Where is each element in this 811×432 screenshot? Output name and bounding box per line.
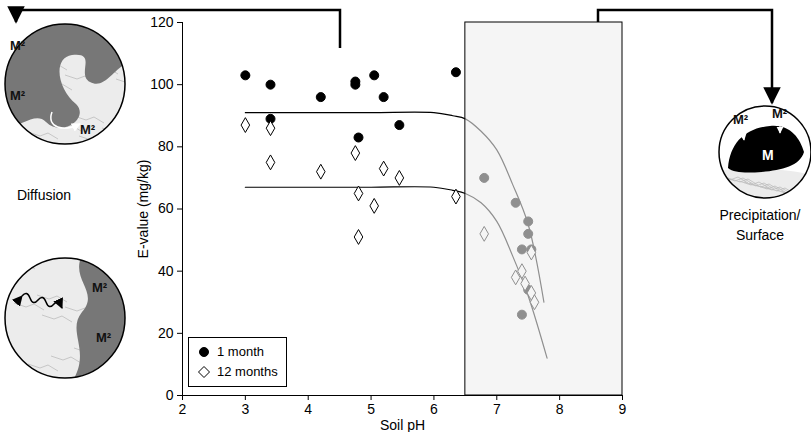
svg-text:7: 7	[493, 401, 501, 417]
svg-text:6: 6	[430, 401, 438, 417]
svg-text:M²: M²	[10, 88, 26, 103]
svg-text:0: 0	[166, 387, 174, 403]
html-text:12 months: 12 months	[217, 364, 278, 379]
svg-text:80: 80	[158, 138, 174, 154]
svg-text:M²: M²	[80, 122, 96, 137]
svg-text:M: M	[762, 147, 774, 163]
svg-text:Soil pH: Soil pH	[380, 417, 425, 432]
svg-text:9: 9	[619, 401, 627, 417]
svg-text:2: 2	[179, 401, 187, 417]
svg-text:100: 100	[150, 76, 174, 92]
svg-text:M²: M²	[10, 38, 26, 53]
svg-text:120: 120	[150, 14, 174, 30]
svg-text:3: 3	[241, 401, 249, 417]
svg-text:20: 20	[158, 325, 174, 341]
svg-text:4: 4	[304, 401, 312, 417]
svg-text:40: 40	[158, 263, 174, 279]
svg-text:M²: M²	[92, 280, 108, 295]
svg-text:E-value (mg/kg): E-value (mg/kg)	[135, 160, 151, 259]
svg-text:M²: M²	[772, 106, 788, 121]
svg-text:5: 5	[367, 401, 375, 417]
svg-text:M²: M²	[96, 330, 112, 345]
svg-text:M²: M²	[733, 112, 749, 127]
svg-text:Diffusion: Diffusion	[17, 187, 71, 203]
html-text:1 month: 1 month	[217, 344, 264, 359]
svg-text:8: 8	[556, 401, 564, 417]
svg-text:60: 60	[158, 200, 174, 216]
svg-text:Precipitation/Surface: Precipitation/Surface	[720, 207, 801, 243]
